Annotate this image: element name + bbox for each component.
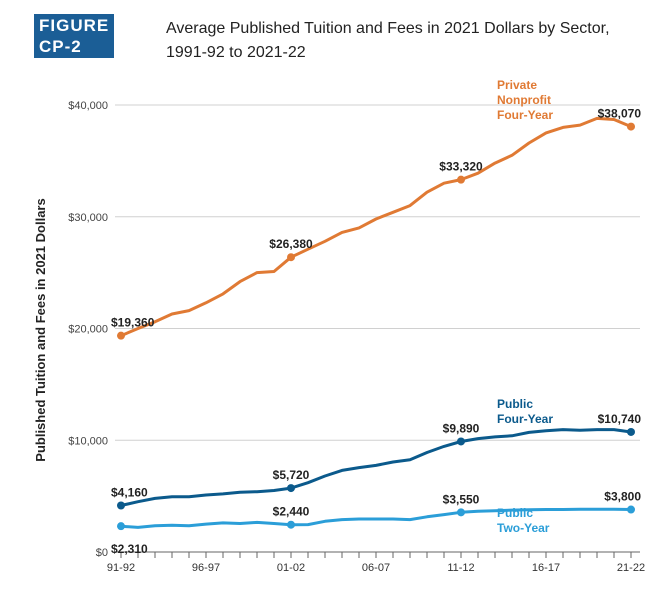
series-name-label: Private bbox=[497, 78, 537, 92]
y-tick-label: $10,000 bbox=[68, 435, 108, 447]
series-name-label: Four-Year bbox=[497, 412, 553, 426]
series-line bbox=[119, 507, 633, 529]
series-name-label: Nonprofit bbox=[497, 93, 551, 107]
data-label: $3,550 bbox=[443, 492, 480, 506]
data-label: $4,160 bbox=[111, 486, 148, 500]
data-label: $5,720 bbox=[273, 468, 310, 482]
data-label: $19,360 bbox=[111, 316, 155, 330]
data-point bbox=[117, 501, 125, 510]
x-tick-label: 16-17 bbox=[532, 562, 560, 574]
y-tick-label: $30,000 bbox=[68, 212, 108, 224]
data-label: $9,890 bbox=[443, 421, 480, 435]
x-tick-label: 21-22 bbox=[617, 562, 645, 574]
data-label: $33,320 bbox=[439, 160, 483, 174]
data-point bbox=[287, 253, 295, 262]
series-name-label: Public bbox=[497, 397, 533, 411]
data-point bbox=[117, 522, 125, 531]
chart-title: Average Published Tuition and Fees in 20… bbox=[166, 17, 636, 65]
title-line-1: Average Published Tuition and Fees in 20… bbox=[166, 20, 610, 37]
data-point bbox=[627, 122, 635, 131]
x-tick-label: 91-92 bbox=[107, 562, 135, 574]
series-line bbox=[119, 428, 633, 507]
data-point bbox=[457, 437, 465, 446]
series-name-label: Public bbox=[497, 506, 533, 520]
data-label: $26,380 bbox=[269, 237, 313, 251]
data-point bbox=[117, 331, 125, 340]
data-label: $2,440 bbox=[273, 505, 310, 519]
series-name-label: Two-Year bbox=[497, 521, 550, 535]
y-tick-label: $40,000 bbox=[68, 100, 108, 112]
figure-label: FIGURE CP-2 bbox=[34, 14, 115, 58]
x-tick-label: 96-97 bbox=[192, 562, 220, 574]
data-point bbox=[627, 505, 635, 514]
data-point bbox=[287, 484, 295, 493]
x-tick-label: 01-02 bbox=[277, 562, 305, 574]
data-point bbox=[457, 508, 465, 517]
data-label: $3,800 bbox=[604, 490, 641, 504]
data-label: $38,070 bbox=[598, 107, 642, 121]
title-line-2: 1991-92 to 2021-22 bbox=[166, 44, 306, 61]
data-point bbox=[627, 427, 635, 436]
series-name-label: Four-Year bbox=[497, 108, 553, 122]
x-tick-label: 11-12 bbox=[447, 562, 474, 574]
data-point bbox=[457, 175, 465, 184]
y-axis-label: Published Tuition and Fees in 2021 Dolla… bbox=[33, 198, 48, 461]
y-tick-label: $20,000 bbox=[68, 324, 108, 336]
x-tick-label: 06-07 bbox=[362, 562, 390, 574]
y-tick-label: $0 bbox=[96, 547, 108, 559]
data-label: $2,310 bbox=[111, 542, 148, 556]
series-line bbox=[119, 116, 633, 338]
data-point bbox=[287, 520, 295, 529]
data-label: $10,740 bbox=[598, 412, 642, 426]
